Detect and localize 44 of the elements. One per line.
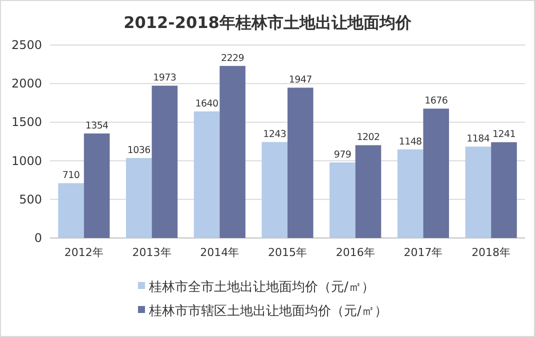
bar [330,162,356,238]
data-label: 1676 [424,96,448,107]
bar [152,86,178,238]
bar [465,146,492,238]
bar [84,133,110,238]
x-tick-label: 2015年 [268,246,307,259]
y-tick-label: 1000 [11,154,42,168]
bar [262,142,288,238]
data-label: 1148 [398,136,422,148]
y-tick-label: 500 [19,192,42,206]
bar [58,183,84,238]
data-label: 1640 [195,98,218,110]
bar [355,145,382,238]
y-tick-label: 0 [34,231,42,245]
legend-label: 桂林市全市土地出让地面均价（元/㎡） [148,280,374,295]
data-label: 1947 [288,74,312,86]
x-tick-label: 2018年 [472,246,511,259]
bar [220,66,246,238]
x-tick-label: 2014年 [200,246,240,259]
bar [194,111,220,238]
bar [126,158,152,238]
data-label: 2229 [221,52,244,64]
data-label: 1241 [492,129,516,140]
data-label: 1243 [263,129,286,140]
x-tick-label: 2012年 [64,246,104,259]
y-tick-label: 1500 [11,115,42,130]
data-label: 1973 [153,72,176,84]
data-label: 979 [334,149,352,160]
y-tick-label: 2000 [11,76,42,91]
data-label: 1202 [356,132,380,144]
bar [423,108,449,238]
data-label: 710 [62,170,80,182]
bar [288,88,314,238]
bar [397,149,424,238]
data-label: 1036 [127,145,151,156]
x-tick-label: 2013年 [132,246,172,259]
bar [491,142,517,238]
chart-title: 2012-2018年桂林市土地出让地面均价 [124,13,412,32]
data-label: 1184 [466,134,490,145]
x-tick-label: 2016年 [336,246,375,259]
x-tick-label: 2017年 [404,246,443,259]
y-tick-label: 2500 [11,38,42,52]
legend-label: 桂林市市辖区土地出让地面均价（元/㎡） [148,304,388,319]
data-label: 1354 [85,120,109,132]
